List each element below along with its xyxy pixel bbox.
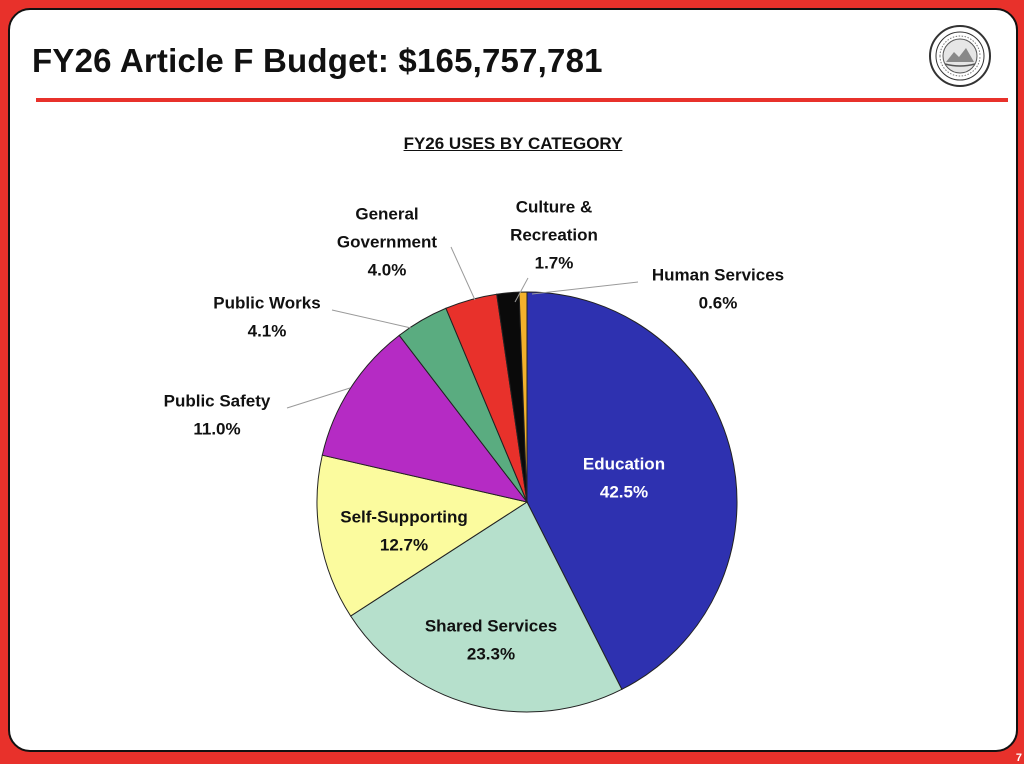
slice-label-general-government-0: General: [355, 204, 418, 223]
leader-line-public-works: [331, 309, 412, 329]
slice-label-human-services: Human Services: [652, 265, 784, 284]
slice-value-public-safety: 11.0%: [193, 419, 240, 438]
town-seal-icon: [929, 25, 991, 87]
slice-value-culture-recreation: 1.7%: [535, 253, 574, 272]
slice-value-general-government: 4.0%: [368, 260, 407, 279]
slice-value-education: 42.5%: [600, 482, 648, 501]
pie-chart: Education 42.5% Shared Services 23.3% Self-S…: [164, 197, 784, 713]
slice-value-self-supporting: 12.7%: [380, 535, 428, 554]
slice-label-public-safety: Public Safety: [164, 391, 271, 410]
slice-label-public-works: Public Works: [213, 293, 320, 312]
slice-value-human-services: 0.6%: [699, 293, 738, 312]
pie-slice-human-services: [518, 291, 528, 503]
pie-slice-public-safety: [321, 334, 529, 503]
slice-label-self-supporting: Self-Supporting: [340, 507, 467, 526]
slice-label-culture-recreation-1: Recreation: [510, 225, 598, 244]
chart-title: FY26 USES BY CATEGORY: [403, 134, 623, 153]
slice-value-shared-services: 23.3%: [467, 644, 515, 663]
leader-line-culture-recreation: [514, 277, 529, 303]
slice-label-shared-services: Shared Services: [425, 616, 557, 635]
title-divider: [36, 98, 1008, 102]
page-number: 7: [1015, 752, 1022, 764]
pie-slice-shared-services: [349, 501, 623, 713]
leader-line-public-safety: [286, 387, 351, 409]
slide: FY26 Article F Budget: $165,757,781 FY26…: [8, 8, 1018, 752]
pie-slice-education: [526, 291, 738, 691]
page-title: FY26 Article F Budget: $165,757,781: [32, 42, 603, 79]
slice-label-culture-recreation-0: Culture &: [516, 197, 593, 216]
leader-line-general-government: [450, 246, 476, 301]
slice-label-general-government-1: Government: [337, 232, 437, 251]
slice-label-education: Education: [583, 454, 665, 473]
slice-value-public-works: 4.1%: [248, 321, 287, 340]
leader-line-human-services: [531, 281, 639, 295]
pie-slice-self-supporting: [316, 454, 529, 617]
